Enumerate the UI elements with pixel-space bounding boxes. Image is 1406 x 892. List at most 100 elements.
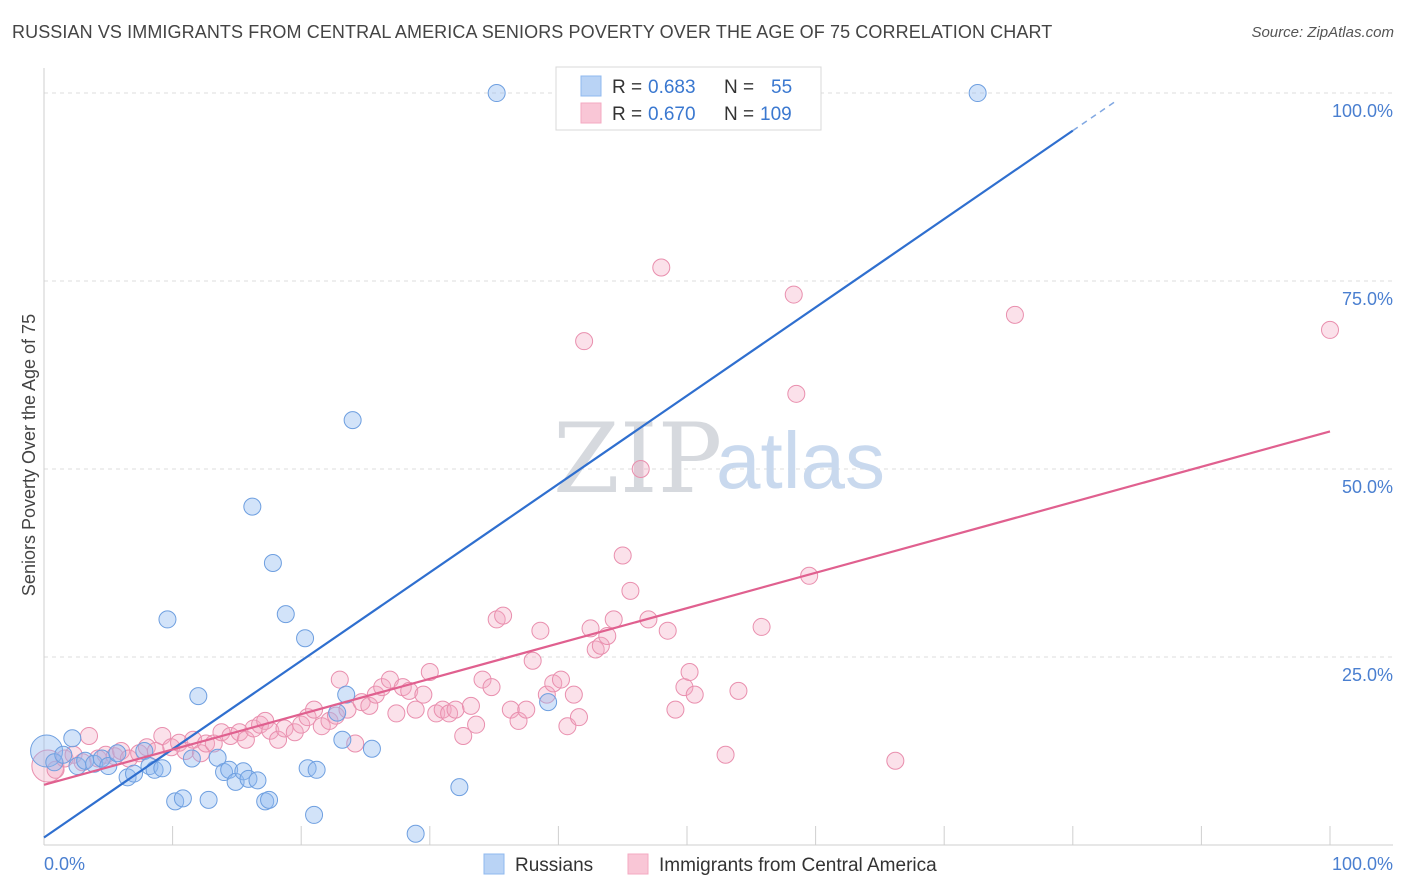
immigrants-point: [531, 621, 550, 640]
bottom-legend-swatch-immigrants: [627, 853, 649, 875]
immigrants-point: [729, 681, 748, 700]
legend-swatch-immigrants: [580, 102, 602, 124]
legend-n-value-immigrants: 109: [760, 104, 792, 125]
russians-point: [199, 790, 218, 809]
immigrants-point: [752, 617, 771, 636]
x-tick-label: 100.0%: [1332, 854, 1393, 874]
legend-r-label-russians: R =: [612, 77, 642, 98]
immigrants-point: [621, 581, 640, 600]
immigrants-point: [482, 678, 501, 697]
immigrants-point: [1321, 320, 1339, 339]
axes-layer: 25.0% 50.0% 75.0% 100.0% 0.0% 100.0%: [43, 68, 1393, 874]
x-tick-label: 0.0%: [44, 854, 85, 874]
russians-point: [539, 693, 558, 712]
immigrants-point: [461, 696, 480, 715]
immigrants-point: [652, 258, 671, 277]
russians-point: [307, 760, 326, 779]
russians-point: [63, 729, 82, 748]
immigrants-point: [680, 663, 699, 682]
immigrants-point: [575, 332, 594, 351]
immigrants-point: [446, 700, 465, 719]
russians-point: [30, 734, 64, 768]
russians-point: [239, 769, 258, 788]
immigrants-point: [406, 700, 425, 719]
immigrants-point: [591, 636, 610, 655]
russians-trend-line: [43, 129, 1074, 839]
immigrants-point: [1005, 305, 1024, 324]
bottom-legend-label-immigrants: Immigrants from Central America: [659, 855, 937, 876]
bottom-legend-label-russians: Russians: [515, 855, 593, 876]
immigrants-point: [613, 546, 632, 565]
legend-r-value-russians: 0.683: [648, 77, 696, 98]
russians-point: [298, 759, 317, 778]
immigrants-point: [658, 621, 677, 640]
immigrants-point: [414, 685, 433, 704]
watermark: ZIP atlas: [553, 403, 885, 515]
immigrants-point: [326, 706, 345, 725]
source-credit: Source: ZipAtlas.com: [1251, 24, 1394, 41]
russians-point: [305, 805, 324, 824]
watermark-atlas: atlas: [716, 416, 885, 505]
russians-point: [333, 730, 352, 749]
immigrants-point: [360, 696, 379, 715]
immigrants-point: [604, 610, 623, 629]
legend-n-label-immigrants: N =: [724, 104, 754, 125]
russians-point: [362, 739, 381, 758]
russians-point: [173, 789, 192, 808]
russians-point: [487, 84, 506, 103]
immigrants-point: [467, 715, 486, 734]
russians-point: [158, 610, 177, 629]
russians-point: [260, 790, 279, 809]
russians-point: [45, 753, 64, 772]
russians-point: [108, 744, 127, 763]
immigrants-trend-line: [43, 430, 1331, 786]
russians-point: [968, 84, 987, 103]
immigrants-point: [494, 606, 513, 625]
russians-point: [450, 778, 469, 797]
immigrants-point: [420, 663, 439, 682]
immigrants-point: [387, 704, 406, 723]
immigrants-point: [191, 744, 210, 763]
chart-title: RUSSIAN VS IMMIGRANTS FROM CENTRAL AMERI…: [12, 22, 1053, 42]
legend-r-label-immigrants: R =: [612, 104, 642, 125]
legend-swatch-russians: [580, 75, 602, 97]
y-tick-label: 75.0%: [1342, 289, 1393, 309]
bottom-legend: Russians Immigrants from Central America: [483, 853, 937, 876]
legend-n-label-russians: N =: [724, 77, 754, 98]
russians-point: [263, 554, 282, 573]
immigrants-point: [569, 708, 588, 727]
russians-point: [189, 687, 208, 706]
russians-point: [276, 605, 295, 624]
bottom-legend-swatch-russians: [483, 853, 505, 875]
russians-point: [243, 497, 262, 516]
immigrants-point: [330, 670, 349, 689]
legend-n-value-russians: 55: [771, 77, 792, 98]
russians-point: [296, 629, 315, 648]
immigrants-point: [564, 685, 583, 704]
immigrants-point: [473, 670, 492, 689]
points-layer: [30, 84, 1339, 843]
russians-point: [182, 749, 201, 768]
watermark-zip: ZIP: [553, 403, 722, 515]
immigrants-point: [80, 726, 99, 745]
russians-point: [153, 759, 172, 778]
russians-point: [406, 824, 425, 843]
immigrants-point: [784, 285, 803, 304]
russians-point: [54, 745, 73, 764]
immigrants-point: [454, 726, 473, 745]
y-tick-label: 25.0%: [1342, 665, 1393, 685]
y-tick-label: 50.0%: [1342, 477, 1393, 497]
russians-point: [337, 685, 356, 704]
immigrants-point: [886, 751, 905, 770]
immigrants-point: [275, 719, 294, 738]
immigrants-point: [716, 745, 735, 764]
immigrants-point: [285, 723, 304, 742]
trend-lines: [43, 99, 1331, 839]
immigrants-point: [523, 651, 542, 670]
russians-point: [248, 771, 267, 790]
immigrants-point: [517, 700, 536, 719]
russians-point: [343, 411, 362, 430]
y-axis-label: Seniors Poverty Over the Age of 75: [19, 314, 39, 596]
top-legend: R = 0.683 N = 55 R = 0.670 N = 109: [555, 66, 822, 131]
